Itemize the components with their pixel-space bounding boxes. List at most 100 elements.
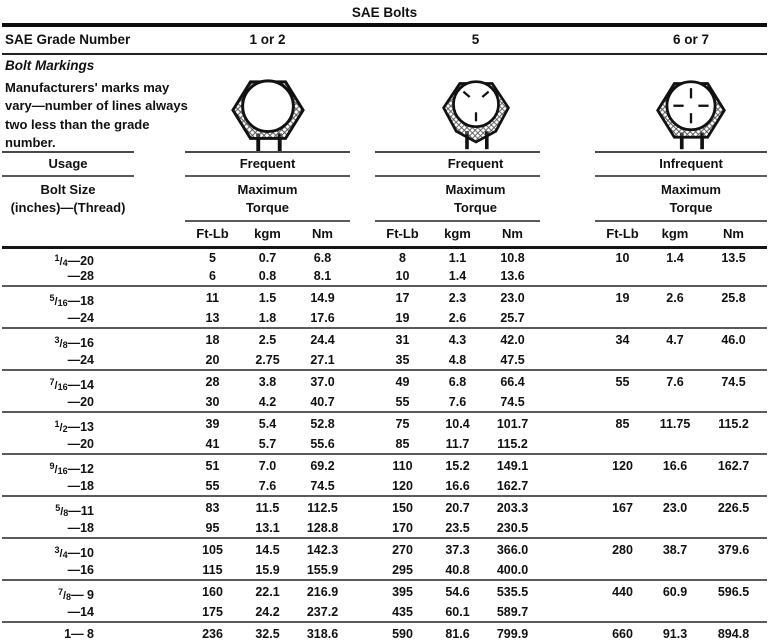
- torque-value-cell: 160: [202, 585, 223, 600]
- torque-value-cell: 37.0: [310, 375, 335, 390]
- table-row: —18 95 13.1 128.8 170 23.5 230.5: [2, 519, 767, 537]
- torque-value-cell: [650, 477, 700, 495]
- torque-value-cell: 150: [392, 501, 413, 516]
- table-row: 3/8—16 18 2.5 24.4 31 4.3 42.0 34 4.7 46.0: [2, 327, 767, 351]
- torque-value-cell: [700, 309, 767, 327]
- bolt-size-cell: —20: [67, 437, 94, 452]
- bolt-size-cell: —20: [67, 395, 94, 410]
- torque-value-cell: 236: [202, 627, 223, 641]
- torque-value-cell: 237.2: [306, 605, 339, 620]
- table-row: 7/16—14 28 3.8 37.0 49 6.8 66.4 55 7.6 74.5: [2, 369, 767, 393]
- torque-value-cell: 660: [612, 627, 633, 641]
- unit-header-nm: Nm: [502, 226, 523, 242]
- torque-value-cell: 7.6: [448, 395, 467, 410]
- torque-value-cell: 11: [205, 291, 220, 306]
- column-gap: [350, 625, 375, 641]
- bolt-size-cell: —24: [67, 311, 94, 326]
- torque-value-cell: 535.5: [496, 585, 529, 600]
- bolt-head-grade-1-2-icon: [230, 79, 305, 151]
- torque-value-cell: [650, 435, 700, 453]
- column-gap: [540, 226, 595, 241]
- torque-value-cell: 52.8: [310, 417, 335, 432]
- column-gap: [540, 625, 595, 641]
- torque-value-cell: 13.6: [500, 269, 525, 284]
- torque-value-cell: [650, 351, 700, 369]
- torque-value-cell: 395: [392, 585, 413, 600]
- torque-value-cell: 22.1: [255, 585, 280, 600]
- column-gap: [350, 180, 375, 222]
- torque-value-cell: 35: [395, 353, 410, 368]
- torque-value-cell: 23.0: [500, 291, 525, 306]
- column-gap: [540, 351, 595, 369]
- torque-value-cell: 2.6: [666, 291, 684, 306]
- torque-value-cell: 25.8: [721, 291, 746, 306]
- unit-header-ftlb: Ft-Lb: [386, 226, 419, 242]
- torque-value-cell: 4.8: [448, 353, 467, 368]
- torque-value-cell: [700, 561, 767, 579]
- manufacturers-note: Manufacturers' marks may vary—number of …: [5, 80, 188, 151]
- bolt-size-cell: 5/8—11: [55, 503, 94, 519]
- torque-value-cell: 28: [205, 375, 220, 390]
- torque-value-cell: 60.9: [662, 585, 688, 600]
- grade-number-label: SAE Grade Number: [5, 32, 131, 47]
- grade-value: 5: [471, 32, 480, 47]
- torque-value-cell: 128.8: [306, 521, 339, 536]
- torque-value-cell: 54.6: [445, 585, 470, 600]
- torque-value-cell: [700, 435, 767, 453]
- torque-value-cell: 589.7: [496, 605, 529, 620]
- torque-value-cell: 20.7: [445, 501, 470, 516]
- torque-value-cell: 7.6: [258, 479, 277, 494]
- column-gap: [540, 309, 595, 327]
- torque-value-cell: [595, 561, 650, 579]
- column-gap: [350, 309, 375, 327]
- bolt-markings-heading: Bolt Markings: [5, 58, 95, 73]
- bolt-size-cell: 1/2—13: [54, 419, 95, 435]
- page-title: SAE Bolts: [351, 5, 418, 20]
- torque-value-cell: 24.4: [310, 333, 335, 348]
- bolt-size-header-cell: Bolt Size (inches)—(Thread): [2, 180, 185, 222]
- torque-value-cell: 366.0: [496, 543, 529, 558]
- torque-value-cell: 14.5: [255, 543, 280, 558]
- torque-value-cell: 2.3: [448, 291, 467, 306]
- torque-value-cell: 590: [392, 627, 413, 641]
- column-gap: [2, 226, 185, 241]
- torque-value-cell: 280: [612, 543, 633, 558]
- table-row: —16 115 15.9 155.9 295 40.8 400.0: [2, 561, 767, 579]
- bolt-cell-grade-5: [375, 55, 540, 153]
- grade-rule: [2, 53, 767, 55]
- torque-value-cell: 10.8: [500, 251, 525, 266]
- torque-value-cell: 6.8: [313, 251, 332, 266]
- torque-value-cell: [595, 309, 650, 327]
- torque-value-cell: 1.1: [448, 251, 467, 266]
- torque-value-cell: 10.4: [445, 417, 470, 432]
- torque-value-cell: [700, 603, 767, 621]
- torque-value-cell: 27.1: [310, 353, 335, 368]
- bolt-head-grade-6-7-icon: [656, 80, 726, 150]
- bolt-size-cell: 1— 8: [64, 627, 94, 641]
- torque-value-cell: 13: [205, 311, 220, 326]
- bolt-markings-text: Bolt Markings Manufacturers' marks may v…: [2, 55, 193, 153]
- table-row: 1/2—13 39 5.4 52.8 75 10.4 101.7 85 11.75 115.2: [2, 411, 767, 435]
- unit-header-kgm: kgm: [254, 226, 281, 242]
- torque-value-cell: 13.1: [255, 521, 280, 536]
- table-row: —18 55 7.6 74.5 120 16.6 162.7: [2, 477, 767, 495]
- torque-value-cell: 142.3: [306, 543, 339, 558]
- torque-value-cell: [650, 603, 700, 621]
- bolt-size-cell: —16: [67, 563, 94, 578]
- column-gap: [540, 519, 595, 537]
- bolt-size-header: Bolt Size (inches)—(Thread): [10, 182, 126, 215]
- bolt-size-cell: 7/8— 9: [57, 587, 94, 603]
- torque-value-cell: 83: [205, 501, 220, 516]
- torque-value-cell: 34: [615, 333, 630, 348]
- table-row: 1— 8 236 32.5 318.6 590 81.6 799.9 660 91.3 894.8: [2, 621, 767, 641]
- bolt-size-cell: 1/4—20: [54, 253, 95, 269]
- table-row: 7/8— 9 160 22.1 216.9 395 54.6 535.5 440 60.9 596…: [2, 579, 767, 603]
- torque-table-body: 1/4—20 5 0.7 6.8 8 1.1 10.8 10 1.4 13.5 —28 6 0.8 8.1…: [2, 249, 767, 641]
- bolt-size-cell: —24: [67, 353, 94, 368]
- table-row: —20 30 4.2 40.7 55 7.6 74.5: [2, 393, 767, 411]
- table-row: 5/8—11 83 11.5 112.5 150 20.7 203.3 167 23.0 226.…: [2, 495, 767, 519]
- bolt-size-cell: 3/8—16: [54, 335, 95, 351]
- table-row: 1/4—20 5 0.7 6.8 8 1.1 10.8 10 1.4 13.5: [2, 249, 767, 268]
- bolt-size-cell: 5/16—18: [49, 293, 95, 309]
- column-gap: [350, 561, 375, 579]
